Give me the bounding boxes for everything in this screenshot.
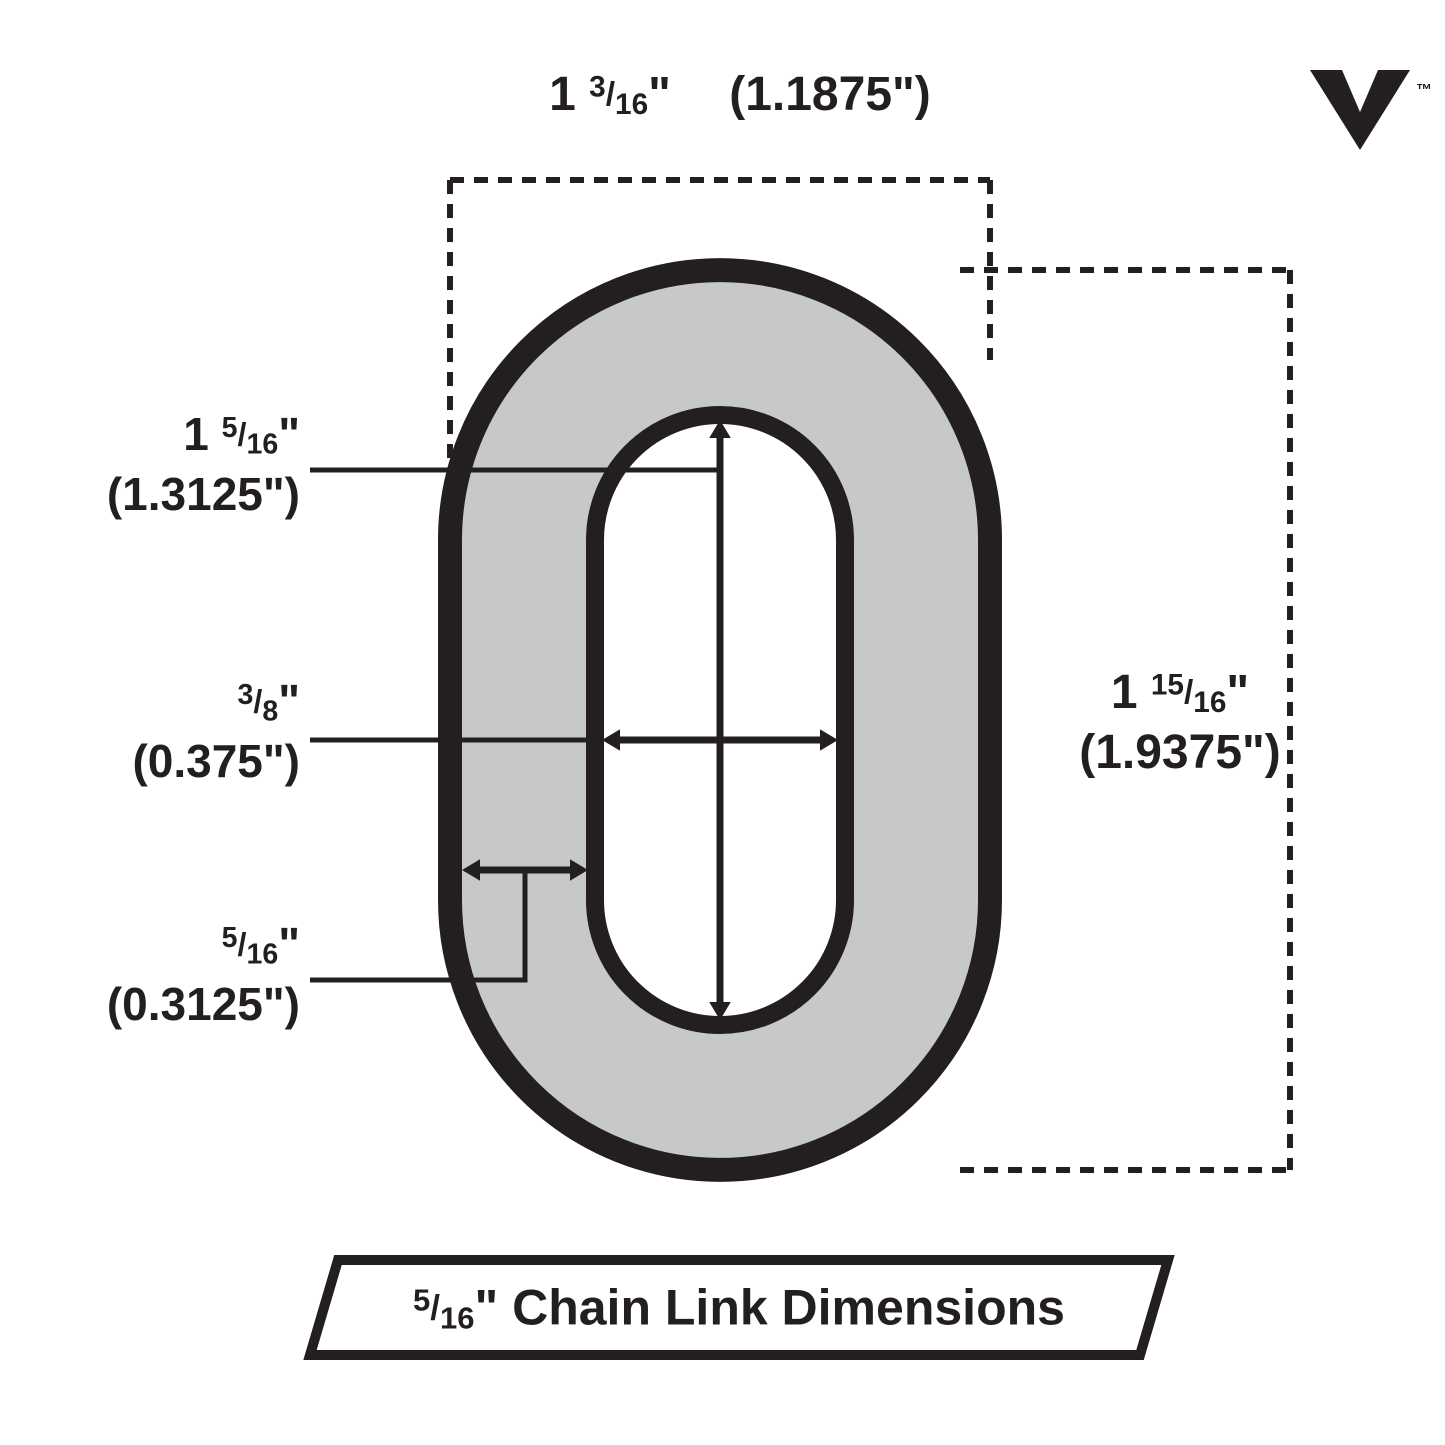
title-text: 5/16" Chain Link Dimensions: [413, 1280, 1065, 1336]
title-box: 5/16" Chain Link Dimensions: [310, 1260, 1168, 1355]
dim-outer-width-frac: 1 3/16": [549, 68, 671, 121]
dim-outer-width-dec: (1.1875"): [729, 68, 931, 121]
dim-inner-height-dec: (1.3125"): [107, 468, 300, 520]
dim-inner-width-dec: (0.375"): [132, 735, 300, 787]
brand-tm: ™: [1416, 82, 1432, 99]
dim-wall-dec: (0.3125"): [107, 978, 300, 1030]
dim-outer-height-dec: (1.9375"): [1079, 726, 1281, 779]
